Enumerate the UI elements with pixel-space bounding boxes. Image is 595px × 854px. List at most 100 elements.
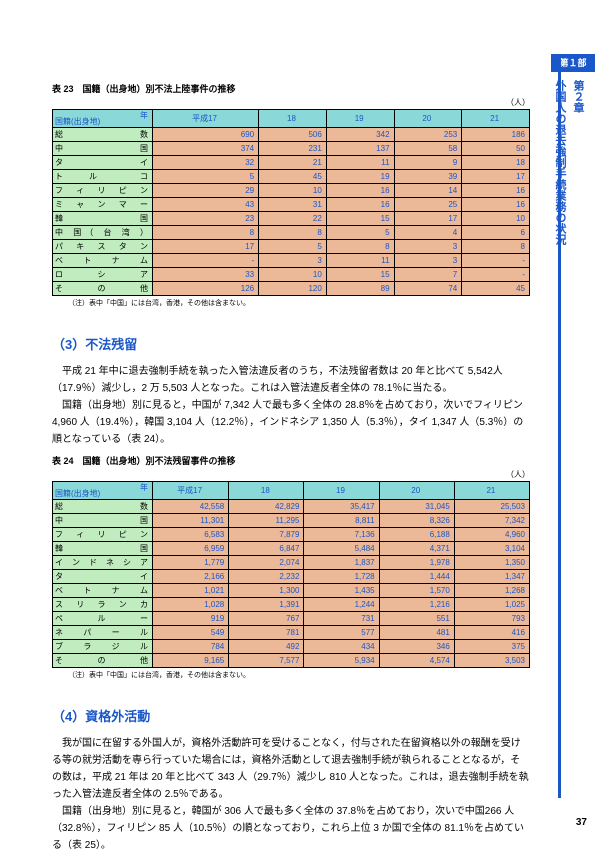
table-row: 中 国11,30111,2958,8118,3267,342 [53,514,530,528]
cell-value: 4,574 [379,654,454,668]
table-row: そ の 他9,1657,5775,9344,5743,503 [53,654,530,668]
cell-value: - [462,254,530,268]
section3-p1: 平成 21 年中に退去強制手続を執った入管法違反者のうち，不法残留者数は 20 … [52,363,530,397]
row-label: ト ル コ [53,170,153,184]
cell-value: 781 [229,626,304,640]
row-label: タ イ [53,570,153,584]
table-row: ネ パ ー ル549781577481416 [53,626,530,640]
cell-value: 50 [462,142,530,156]
cell-value: 89 [326,282,394,296]
table23-h1: 18 [259,110,327,128]
table-row: 中 国3742311375850 [53,142,530,156]
cell-value: 6,188 [379,528,454,542]
cell-value: 7,136 [304,528,379,542]
cell-value: 11 [326,254,394,268]
cell-value: 22 [259,212,327,226]
cell-value: 45 [462,282,530,296]
cell-value: 25 [394,198,462,212]
cell-value: 416 [454,626,529,640]
cell-value: 9 [394,156,462,170]
cell-value: 375 [454,640,529,654]
table-row: フ ィ リ ピ ン2910161416 [53,184,530,198]
cell-value: 1,391 [229,598,304,612]
row-label: パ キ ス タ ン [53,240,153,254]
cell-value: 1,444 [379,570,454,584]
cell-value: 8 [259,226,327,240]
cell-value: 39 [394,170,462,184]
table23-h0: 平成17 [153,110,259,128]
cell-value: 1,244 [304,598,379,612]
cell-value: 1,837 [304,556,379,570]
cell-value: 3 [394,240,462,254]
row-label: ロ シ ア [53,268,153,282]
table23-header-row: 年 国籍(出身地) 平成17 18 19 20 21 [53,110,530,128]
table24-h3: 20 [379,482,454,500]
table-row: 韓 国2322151710 [53,212,530,226]
corner-year: 年 [140,110,148,121]
table23-h2: 19 [326,110,394,128]
cell-value: 7,879 [229,528,304,542]
table-row: パ キ ス タ ン175838 [53,240,530,254]
cell-value: 1,978 [379,556,454,570]
table23-h4: 21 [462,110,530,128]
cell-value: 18 [462,156,530,170]
cell-value: 16 [462,184,530,198]
cell-value: 253 [394,128,462,142]
section3-title: （3）不法残留 [52,334,530,353]
table-row: ス リ ラ ン カ1,0281,3911,2441,2161,025 [53,598,530,612]
table24-corner: 年 国籍(出身地) [53,482,153,500]
cell-value: 74 [394,282,462,296]
cell-value: 137 [326,142,394,156]
row-label: フ ィ リ ピ ン [53,184,153,198]
cell-value: 17 [394,212,462,226]
row-label: 総 数 [53,128,153,142]
cell-value: 6 [462,226,530,240]
side-title: 外国人の退去強制手続業務の状況 [551,80,569,245]
section4-title: （4）資格外活動 [52,706,530,725]
row-label: イ ン ド ネ シ ア [53,556,153,570]
cell-value: 1,028 [153,598,229,612]
cell-value: 15 [326,268,394,282]
cell-value: 42,829 [229,500,304,514]
cell-value: 45 [259,170,327,184]
row-label: ブ ラ ジ ル [53,640,153,654]
corner-label: 国籍(出身地) [55,116,100,127]
cell-value: 434 [304,640,379,654]
cell-value: 2,232 [229,570,304,584]
cell-value: 5 [326,226,394,240]
cell-value: - [462,268,530,282]
cell-value: 15 [326,212,394,226]
cell-value: 11 [326,156,394,170]
cell-value: 481 [379,626,454,640]
cell-value: 16 [326,184,394,198]
table-row: ミ ャ ン マ ー4331162516 [53,198,530,212]
cell-value: 1,268 [454,584,529,598]
cell-value: 4,371 [379,542,454,556]
table24-footnote: （注）表中「中国」には台湾，香港，その他は含まない。 [68,670,530,680]
corner-label: 国籍(出身地) [55,488,100,499]
cell-value: 919 [153,612,229,626]
cell-value: 5,484 [304,542,379,556]
cell-value: 1,350 [454,556,529,570]
cell-value: 33 [153,268,259,282]
row-label: 中 国 [53,142,153,156]
cell-value: 21 [259,156,327,170]
cell-value: 549 [153,626,229,640]
table-row: そ の 他126120897445 [53,282,530,296]
cell-value: 3 [259,254,327,268]
table23-corner: 年 国籍(出身地) [53,110,153,128]
table24-unit: （人） [52,469,530,480]
cell-value: 32 [153,156,259,170]
cell-value: 8,326 [379,514,454,528]
table-row: イ ン ド ネ シ ア1,7792,0741,8371,9781,350 [53,556,530,570]
row-label: ネ パ ー ル [53,626,153,640]
section3-p2: 国籍（出身地）別に見ると，中国が 7,342 人で最も多く全体の 28.8％を占… [52,397,530,448]
table23-unit: （人） [52,97,530,108]
cell-value: 25,503 [454,500,529,514]
cell-value: 492 [229,640,304,654]
cell-value: 6,959 [153,542,229,556]
cell-value: 1,570 [379,584,454,598]
cell-value: 7,577 [229,654,304,668]
cell-value: 3 [394,254,462,268]
cell-value: 5 [153,170,259,184]
